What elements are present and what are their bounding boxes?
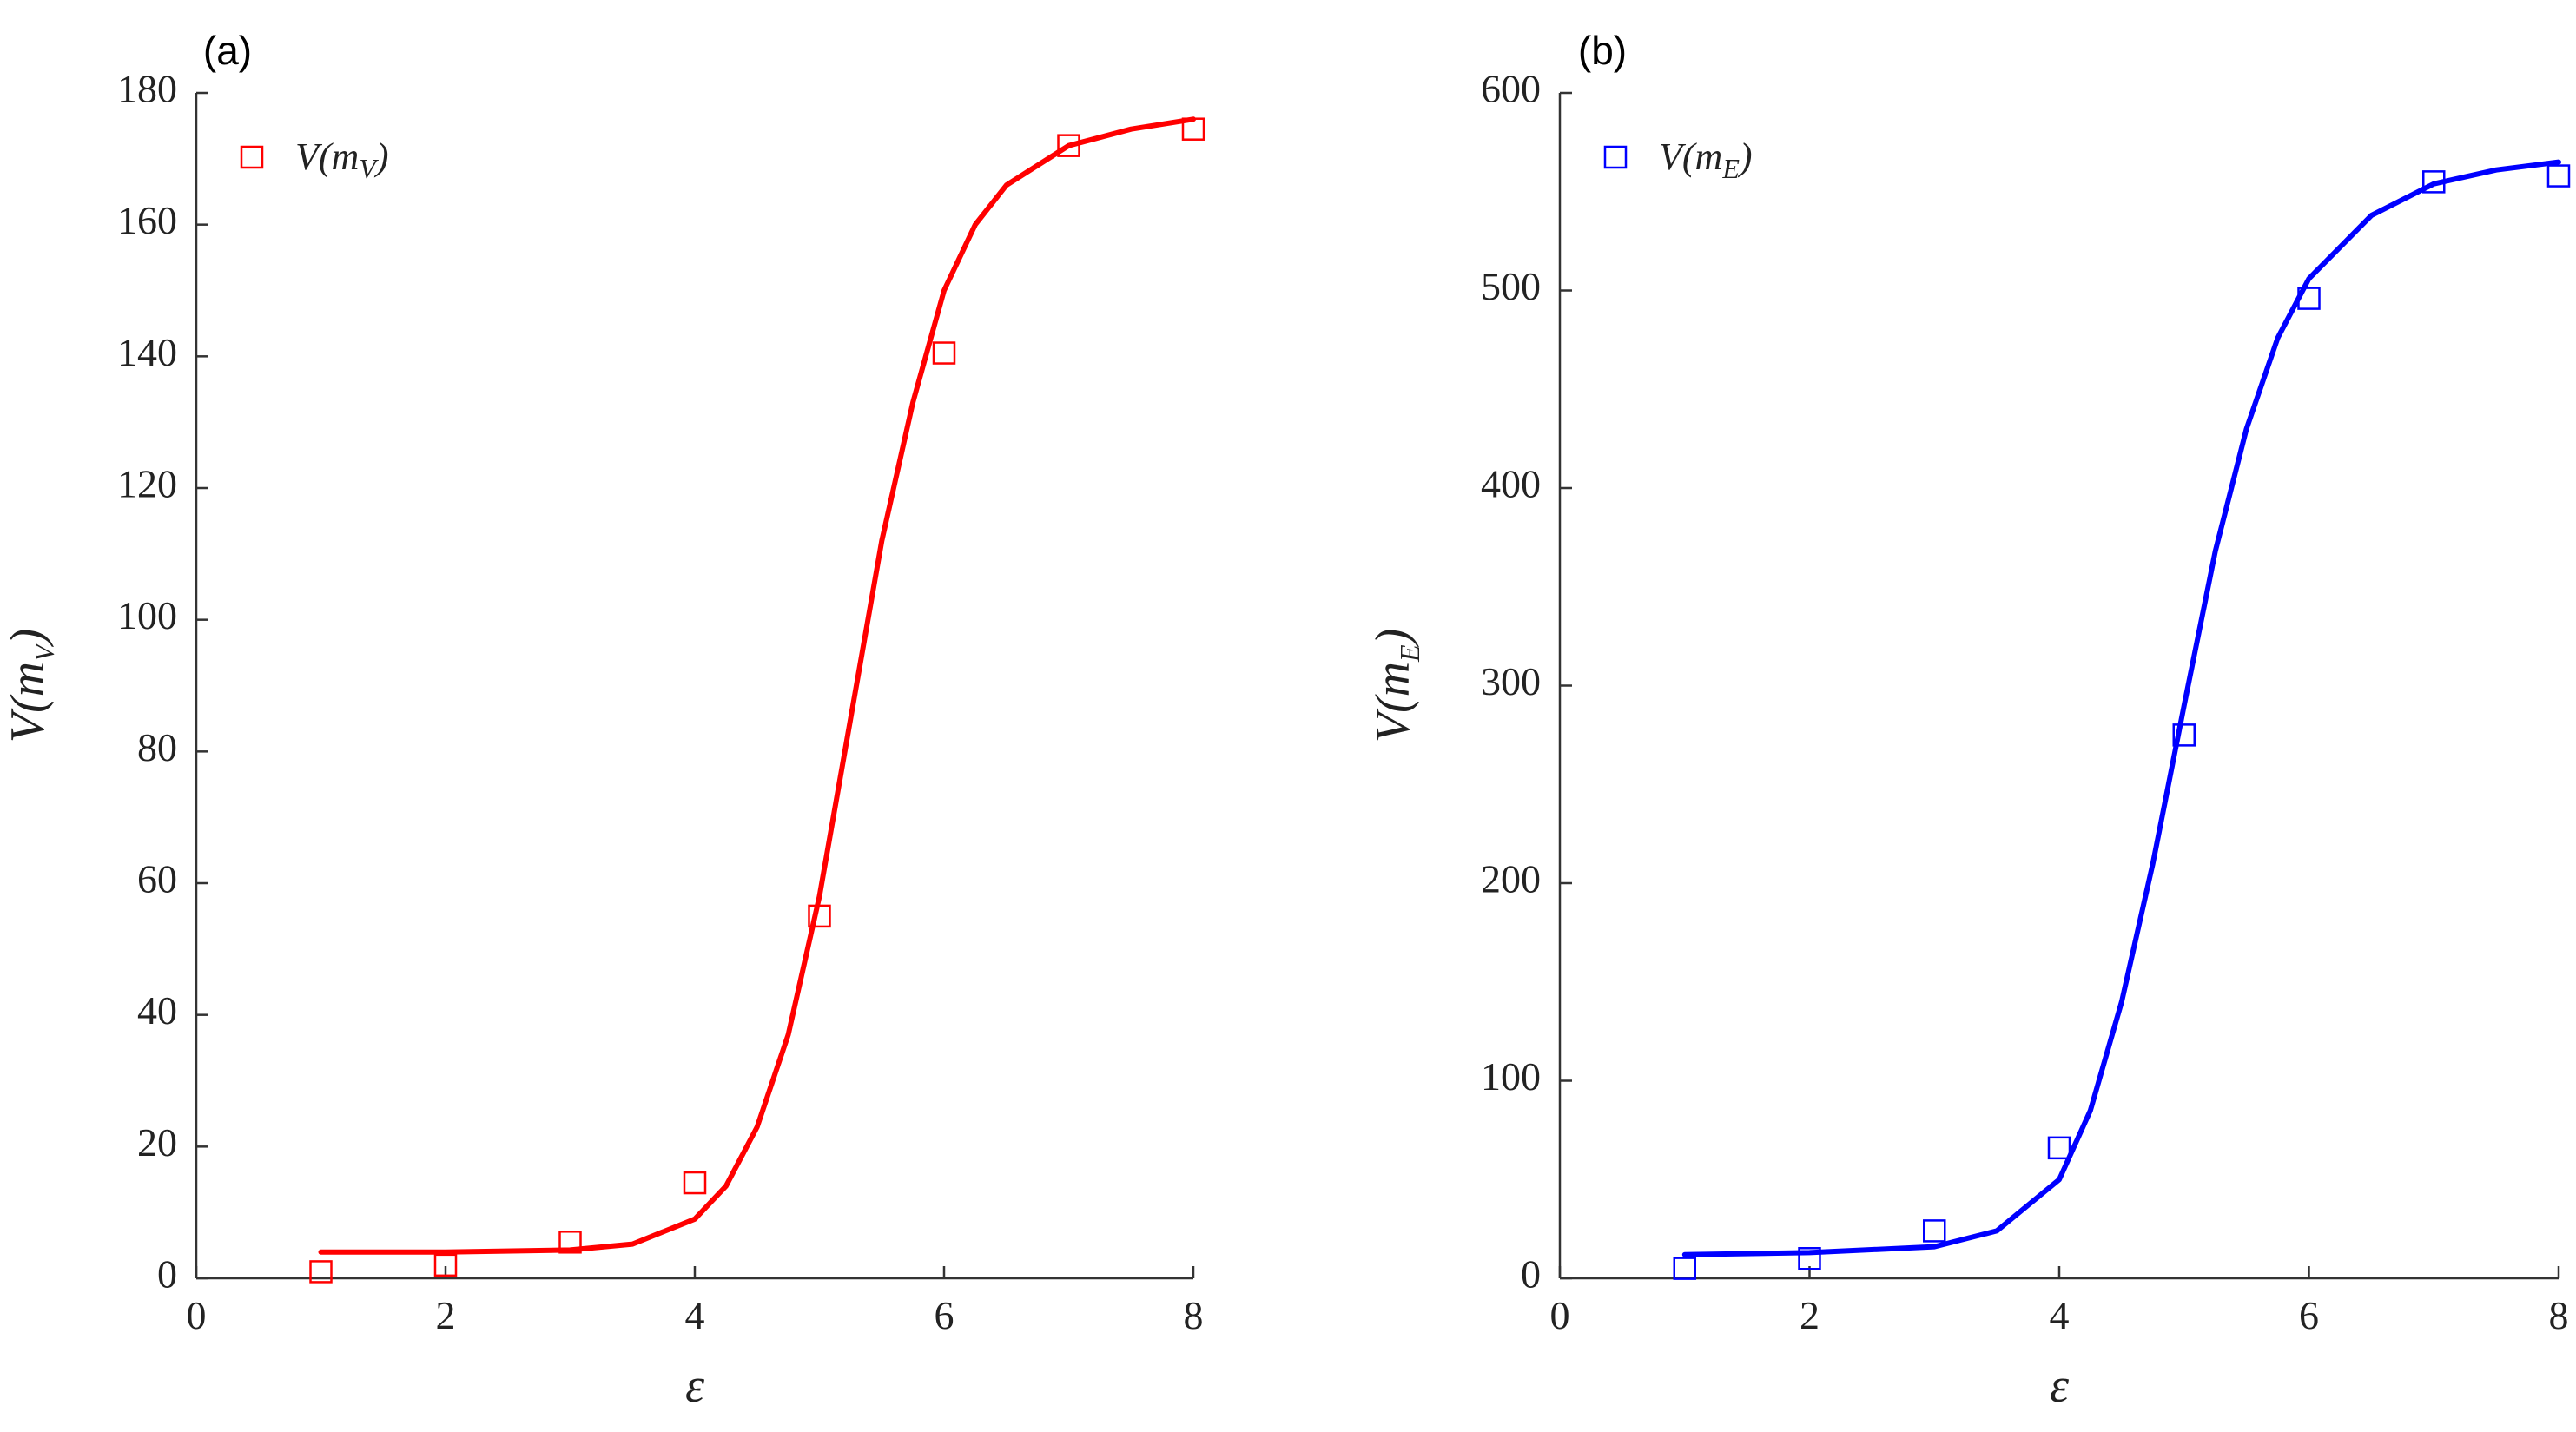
y-axis-title-subscript: V (29, 642, 60, 662)
data-point (808, 904, 831, 928)
y-tick-label: 20 (137, 1120, 177, 1165)
x-tick-label: 2 (436, 1293, 456, 1337)
data-point (558, 1231, 582, 1254)
legend-marker (240, 145, 264, 169)
x-tick-label: 4 (2050, 1293, 2070, 1337)
y-tick-label: 100 (117, 593, 177, 637)
x-tick-label: 8 (1184, 1293, 1204, 1337)
y-tick-label: 600 (1481, 67, 1541, 111)
fit-curve (318, 116, 1196, 1255)
data-point (2047, 1136, 2071, 1160)
y-axis-title: V(mV) (1, 629, 60, 743)
data-point (1923, 1219, 1946, 1243)
data-point (1181, 117, 1205, 141)
x-tick-label: 6 (935, 1293, 954, 1337)
legend-label-subscript: V (359, 153, 379, 184)
data-point (1057, 134, 1080, 157)
y-tick-label: 180 (117, 67, 177, 111)
y-tick-label: 300 (1481, 659, 1541, 703)
data-point (309, 1260, 333, 1284)
x-axis-title: ε (2050, 1359, 2070, 1413)
y-axis-title-main: V(m (1, 662, 55, 742)
panel-a: (a)0 2 4 6 8020406080100120140160180εV(mV)V(… (1, 28, 1205, 1413)
legend: V(mE) (1603, 135, 1753, 184)
y-tick-label: 0 (1521, 1252, 1541, 1297)
y-tick-label: 140 (117, 330, 177, 374)
y-axis-title: V(mE) (1366, 629, 1425, 743)
legend: V(mV) (240, 135, 389, 184)
data-point (2546, 164, 2571, 188)
legend-marker (1603, 145, 1628, 169)
data-point (2422, 170, 2446, 194)
data-point (433, 1253, 458, 1277)
x-tick-label: 8 (2549, 1293, 2569, 1337)
y-axis-title-main: V(m (1366, 662, 1420, 742)
x-axis-title: ε (685, 1359, 705, 1413)
legend-label-main: V(m (1659, 135, 1722, 178)
legend-label-main: V(m (295, 135, 359, 178)
data-point (932, 341, 956, 365)
data-point (1798, 1247, 1821, 1270)
fit-curve (1681, 159, 2561, 1257)
legend-label: V(mV) (295, 135, 389, 184)
y-tick-label: 120 (117, 462, 177, 506)
legend-label: V(mE) (1659, 135, 1753, 184)
data-point (2297, 287, 2321, 310)
panel-label: (b) (1578, 28, 1627, 73)
y-axis-title-close: ) (1, 629, 55, 648)
x-tick-label: 0 (187, 1293, 207, 1337)
y-axis-title-subscript: E (1394, 644, 1425, 663)
y-tick-label: 0 (157, 1252, 177, 1297)
x-tick-label: 4 (685, 1293, 705, 1337)
data-point (683, 1171, 707, 1195)
y-tick-label: 500 (1481, 264, 1541, 308)
legend-label-subscript: E (1721, 153, 1740, 184)
y-tick-label: 200 (1481, 857, 1541, 901)
data-point (1673, 1257, 1696, 1280)
x-tick-label: 2 (1800, 1293, 1820, 1337)
x-tick-label: 6 (2299, 1293, 2319, 1337)
y-tick-label: 400 (1481, 462, 1541, 506)
y-tick-label: 40 (137, 988, 177, 1033)
y-tick-label: 160 (117, 198, 177, 242)
x-tick-label: 0 (1550, 1293, 1570, 1337)
y-tick-label: 100 (1481, 1054, 1541, 1099)
legend-label-close: ) (1737, 135, 1753, 178)
y-axis-title-close: ) (1366, 629, 1420, 648)
y-tick-label: 80 (137, 725, 177, 769)
panel-label: (a) (203, 28, 252, 73)
legend-label-close: ) (373, 135, 389, 178)
y-tick-label: 60 (137, 857, 177, 901)
data-point (2172, 723, 2196, 747)
